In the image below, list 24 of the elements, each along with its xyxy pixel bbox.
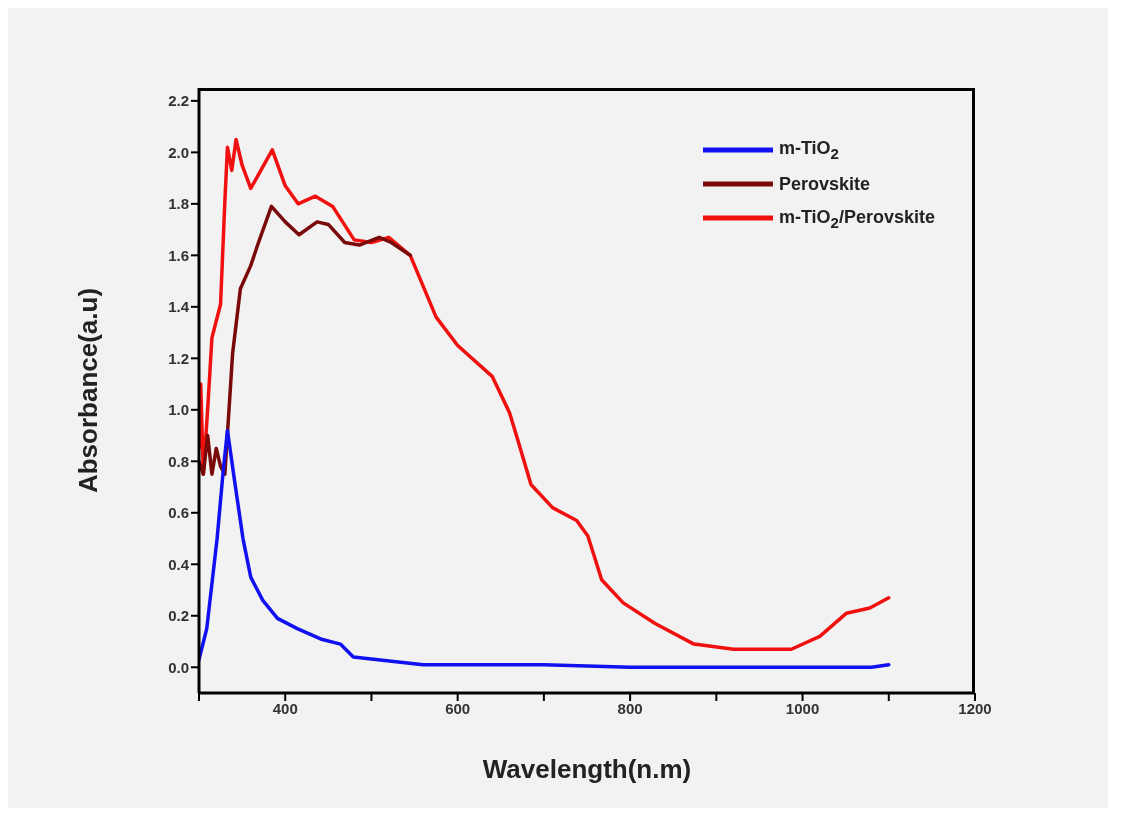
x-tick-label: 1000 xyxy=(785,699,820,717)
y-tick-label: 0.4 xyxy=(168,555,190,573)
x-tick-label: 600 xyxy=(445,699,471,717)
line-series xyxy=(199,428,891,670)
x-tick-label: 1200 xyxy=(958,699,992,717)
legend-label: m-TiO$_{2}$/Perovskite xyxy=(778,206,935,231)
y-tick-label: 1.6 xyxy=(168,246,189,264)
x-tick-label: 400 xyxy=(272,699,298,717)
legend-label: m-TiO$_{2}$ xyxy=(778,138,839,162)
y-tick-label: 0.8 xyxy=(168,452,189,470)
line-series xyxy=(199,204,412,476)
y-tick-label: 1.2 xyxy=(168,349,189,367)
y-tick-label: 0.2 xyxy=(168,607,189,625)
text: 1.0 xyxy=(168,401,189,419)
x-axis-title: Wavelength(n.m) xyxy=(482,754,692,784)
y-tick-label: 1.8 xyxy=(168,195,189,213)
legend-label: Perovskite xyxy=(778,173,870,195)
x-tick-label: 800 xyxy=(617,699,643,717)
y-tick-label: 2.2 xyxy=(168,92,189,110)
y-tick-label: 0.6 xyxy=(168,504,189,522)
y-axis-title: Absorbance(a.u) xyxy=(73,287,104,494)
text: 0.0 xyxy=(168,658,189,676)
text: 2.0 xyxy=(168,143,189,161)
y-tick-label: 1.4 xyxy=(168,298,190,316)
